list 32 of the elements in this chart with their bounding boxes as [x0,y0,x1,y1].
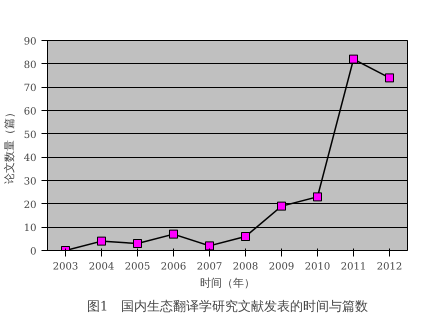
x-tick-label: 2011 [340,262,366,272]
x-tick-label: 2005 [124,262,150,272]
x-axis-title: 时间（年） [200,276,255,290]
y-tick-label: 30 [24,176,37,188]
point [277,202,286,211]
x-tick-label: 2009 [268,262,294,272]
y-tick-label: 10 [24,223,37,234]
y-tick-label: 40 [24,153,37,164]
point [313,192,322,202]
x-tick-label: 2012 [376,262,402,272]
y-tick-label: 0 [30,246,37,258]
x-tick-label: 2008 [232,262,258,272]
point [169,230,178,239]
x-tick-label: 2006 [160,262,186,272]
x-tick-label: 2007 [196,262,222,272]
y-tick-label: 20 [24,200,37,211]
y-tick-label: 50 [24,130,37,141]
y-axis-title: 论文数量（篇） [2,107,16,184]
point [241,232,250,241]
x-tick-label: 2003 [52,262,78,272]
point [385,73,394,82]
y-tick-label: 90 [24,36,37,48]
point [349,54,358,64]
point [133,239,142,248]
point [205,241,214,250]
x-tick-label: 2004 [88,262,114,272]
y-tick-label: 80 [24,60,37,71]
y-tick-label: 60 [24,106,37,118]
x-tick-label: 2010 [304,262,330,272]
point [97,236,106,246]
caption: 图1 国内生态翻译学研究文献发表的时间与篇数 [86,300,368,314]
y-tick-label: 70 [24,83,37,94]
